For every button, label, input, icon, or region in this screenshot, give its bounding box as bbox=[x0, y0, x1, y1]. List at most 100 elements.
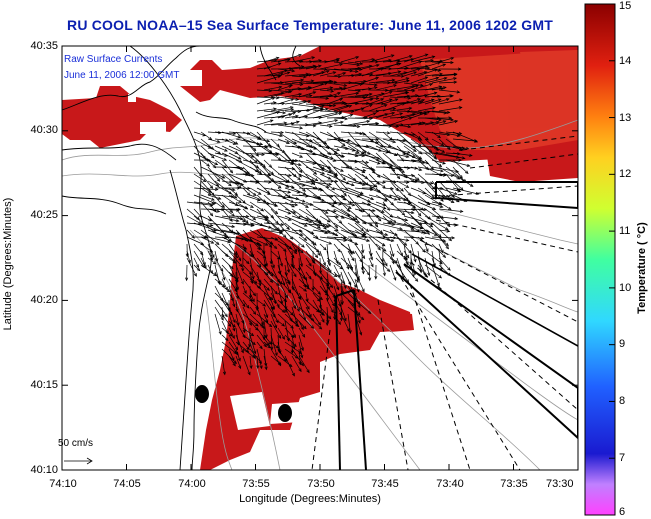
current-vector bbox=[403, 194, 422, 217]
current-vector bbox=[438, 152, 465, 159]
current-vector-head bbox=[435, 76, 440, 80]
current-vector-head bbox=[308, 262, 312, 267]
current-vector-head bbox=[284, 294, 288, 299]
current-vector bbox=[333, 87, 347, 91]
current-vector bbox=[200, 264, 217, 276]
current-vector-head bbox=[259, 142, 264, 146]
current-vector bbox=[403, 82, 424, 86]
current-vector bbox=[263, 299, 276, 318]
current-vector-head bbox=[292, 334, 297, 339]
current-vector bbox=[263, 92, 284, 98]
current-vector bbox=[438, 99, 463, 105]
current-vector-head bbox=[406, 254, 410, 259]
current-vector bbox=[368, 112, 395, 119]
current-vector bbox=[312, 145, 328, 159]
current-vector-head bbox=[384, 262, 388, 267]
current-vector-head bbox=[374, 223, 379, 228]
current-vector bbox=[277, 278, 288, 298]
current-vector-head bbox=[251, 254, 255, 258]
current-vector bbox=[319, 222, 331, 227]
current-vector bbox=[291, 264, 306, 279]
current-vector bbox=[256, 96, 279, 99]
current-vector-head bbox=[381, 209, 385, 213]
current-vector-head bbox=[281, 336, 285, 340]
current-vector bbox=[417, 180, 433, 184]
current-vector-head bbox=[290, 122, 295, 126]
current-vector bbox=[431, 243, 446, 258]
current-vector-head bbox=[341, 154, 346, 158]
current-vector bbox=[291, 292, 300, 312]
current-vector bbox=[242, 334, 256, 345]
current-vector-head bbox=[348, 281, 352, 286]
current-vector-head bbox=[366, 151, 371, 155]
current-vector bbox=[424, 159, 434, 170]
current-vector bbox=[263, 355, 267, 366]
current-vector bbox=[305, 60, 322, 63]
current-vector bbox=[452, 152, 473, 156]
current-vector-head bbox=[439, 72, 443, 76]
current-vector-head bbox=[371, 209, 376, 213]
current-vector bbox=[431, 77, 457, 84]
current-vector bbox=[382, 215, 391, 224]
current-vector-head bbox=[262, 251, 266, 256]
current-vector bbox=[221, 138, 237, 145]
current-vector bbox=[417, 201, 436, 210]
current-vector bbox=[228, 355, 236, 366]
current-vector-head bbox=[361, 249, 365, 254]
radar-rays bbox=[311, 135, 578, 470]
current-vector bbox=[368, 187, 392, 198]
current-vector bbox=[319, 313, 325, 323]
current-vector bbox=[375, 208, 397, 223]
current-vector bbox=[347, 313, 351, 334]
current-vector bbox=[368, 257, 374, 267]
current-vector-head bbox=[278, 350, 282, 355]
current-vector bbox=[403, 85, 419, 91]
current-vector bbox=[424, 77, 447, 84]
current-vector-head bbox=[276, 279, 280, 284]
current-vector bbox=[417, 173, 436, 190]
current-vector-head bbox=[232, 131, 237, 136]
current-vector bbox=[228, 313, 235, 332]
current-vector bbox=[277, 243, 287, 252]
current-vector bbox=[270, 59, 290, 63]
current-vector-head bbox=[349, 113, 354, 117]
current-vector bbox=[312, 299, 321, 313]
current-vector bbox=[277, 85, 292, 91]
current-vector bbox=[305, 145, 317, 150]
current-vector bbox=[445, 187, 461, 192]
current-vector-head bbox=[191, 235, 195, 239]
current-vector-head bbox=[420, 236, 425, 240]
current-vector-head bbox=[249, 253, 253, 258]
current-vector bbox=[438, 95, 453, 98]
current-vector bbox=[291, 355, 302, 372]
current-vector bbox=[249, 355, 252, 369]
current-vector bbox=[361, 145, 389, 153]
current-vector-head bbox=[328, 269, 332, 274]
current-vector-head bbox=[449, 94, 453, 98]
current-vector-head bbox=[321, 319, 325, 323]
current-vector-head bbox=[242, 219, 246, 223]
current-vector-head bbox=[445, 227, 449, 231]
current-vector bbox=[298, 108, 324, 119]
current-vector-head bbox=[243, 249, 247, 253]
current-vector-head bbox=[439, 204, 444, 208]
current-vector-head bbox=[442, 161, 447, 165]
current-vector bbox=[256, 180, 270, 194]
current-vector bbox=[368, 222, 383, 234]
current-vector bbox=[424, 187, 437, 200]
current-vector-head bbox=[256, 365, 260, 370]
current-vector bbox=[347, 145, 359, 153]
current-vector bbox=[256, 159, 271, 176]
current-vector bbox=[305, 105, 325, 112]
current-vector bbox=[438, 57, 454, 63]
current-vector-head bbox=[330, 89, 335, 93]
current-vector-head bbox=[262, 303, 267, 307]
current-vector-head bbox=[250, 204, 254, 208]
current-vector-head bbox=[234, 141, 239, 145]
scale-label: 50 cm/s bbox=[58, 438, 94, 449]
current-vector-head bbox=[313, 105, 317, 109]
current-vector bbox=[263, 250, 268, 267]
current-vector-head bbox=[290, 98, 295, 102]
current-vector-head bbox=[232, 362, 236, 367]
current-vector bbox=[242, 208, 256, 221]
